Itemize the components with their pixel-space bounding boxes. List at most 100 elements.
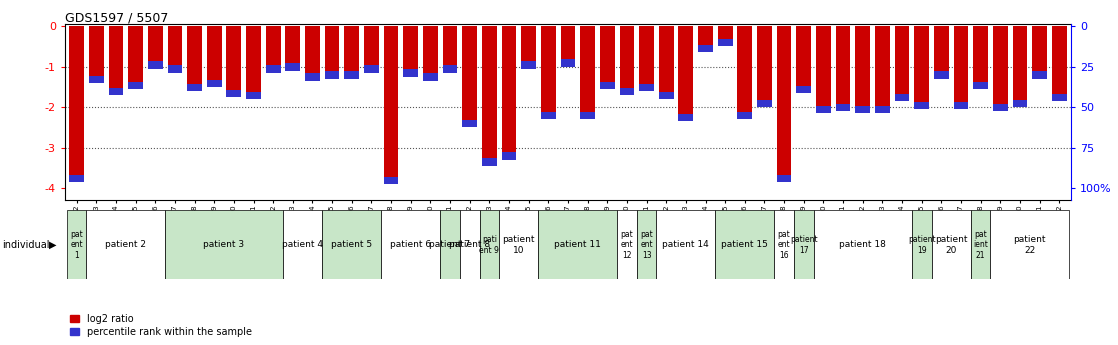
Legend: log2 ratio, percentile rank within the sample: log2 ratio, percentile rank within the s…: [69, 314, 253, 337]
Bar: [324, 71, 340, 79]
Bar: [148, 26, 162, 69]
Bar: [423, 73, 438, 81]
Text: patient
20: patient 20: [935, 235, 967, 255]
Bar: [541, 112, 556, 119]
Bar: [698, 45, 713, 52]
Bar: [168, 26, 182, 73]
Bar: [991, 210, 1069, 279]
Bar: [777, 26, 792, 182]
Bar: [364, 66, 379, 73]
Bar: [738, 26, 752, 119]
Bar: [619, 88, 634, 95]
Bar: [207, 80, 221, 87]
Bar: [364, 26, 379, 73]
Text: patient
22: patient 22: [1014, 235, 1046, 255]
Text: GDS1597 / 5507: GDS1597 / 5507: [65, 11, 168, 24]
Bar: [285, 63, 300, 71]
Bar: [463, 120, 477, 127]
Bar: [1013, 100, 1027, 107]
Bar: [86, 210, 165, 279]
Bar: [777, 175, 792, 182]
Bar: [129, 81, 143, 89]
Bar: [931, 210, 970, 279]
Bar: [875, 26, 890, 113]
Bar: [796, 26, 812, 93]
Bar: [283, 210, 322, 279]
Bar: [541, 26, 556, 119]
Text: patient 18: patient 18: [840, 240, 887, 249]
Text: patient 8: patient 8: [449, 240, 491, 249]
Bar: [440, 210, 459, 279]
Bar: [1013, 26, 1027, 107]
Bar: [502, 152, 517, 160]
Bar: [993, 26, 1007, 111]
Bar: [502, 26, 517, 160]
Bar: [659, 26, 673, 99]
Bar: [560, 59, 576, 67]
Bar: [207, 26, 221, 87]
Text: pat
ent
12: pat ent 12: [620, 230, 633, 260]
Bar: [639, 26, 654, 91]
Bar: [266, 26, 281, 73]
Bar: [381, 210, 440, 279]
Bar: [679, 26, 693, 121]
Bar: [794, 210, 814, 279]
Bar: [165, 210, 283, 279]
Bar: [305, 73, 320, 81]
Bar: [915, 26, 929, 109]
Bar: [148, 61, 162, 69]
Bar: [69, 175, 84, 182]
Bar: [69, 26, 84, 182]
Bar: [404, 69, 418, 77]
Text: individual: individual: [2, 240, 49, 250]
Bar: [855, 26, 870, 113]
Bar: [656, 210, 716, 279]
Text: ▶: ▶: [49, 240, 57, 250]
Bar: [796, 86, 812, 93]
Bar: [187, 26, 202, 91]
Bar: [560, 26, 576, 67]
Bar: [344, 71, 359, 79]
Text: pati
ent 9: pati ent 9: [480, 235, 500, 255]
Bar: [227, 26, 241, 97]
Bar: [482, 158, 496, 166]
Bar: [875, 106, 890, 113]
Bar: [443, 26, 457, 73]
Bar: [757, 26, 771, 107]
Bar: [915, 102, 929, 109]
Text: patient 2: patient 2: [105, 240, 146, 249]
Bar: [934, 71, 949, 79]
Bar: [970, 210, 991, 279]
Bar: [129, 26, 143, 89]
Bar: [716, 210, 775, 279]
Bar: [814, 210, 912, 279]
Bar: [580, 112, 595, 119]
Bar: [836, 26, 851, 111]
Bar: [894, 94, 909, 101]
Bar: [459, 210, 480, 279]
Bar: [993, 104, 1007, 111]
Text: patient
17: patient 17: [790, 235, 817, 255]
Bar: [324, 26, 340, 79]
Bar: [600, 26, 615, 89]
Bar: [67, 210, 86, 279]
Bar: [580, 26, 595, 119]
Text: patient 11: patient 11: [555, 240, 601, 249]
Bar: [404, 26, 418, 77]
Bar: [482, 26, 496, 166]
Bar: [1052, 94, 1067, 101]
Bar: [679, 114, 693, 121]
Bar: [423, 26, 438, 81]
Text: patient 14: patient 14: [663, 240, 709, 249]
Bar: [108, 88, 123, 95]
Bar: [855, 106, 870, 113]
Bar: [227, 90, 241, 97]
Bar: [619, 26, 634, 95]
Bar: [659, 92, 673, 99]
Bar: [168, 66, 182, 73]
Bar: [322, 210, 381, 279]
Text: pat
ent
1: pat ent 1: [70, 230, 83, 260]
Bar: [1032, 71, 1046, 79]
Text: patient
19: patient 19: [908, 235, 936, 255]
Bar: [954, 26, 968, 109]
